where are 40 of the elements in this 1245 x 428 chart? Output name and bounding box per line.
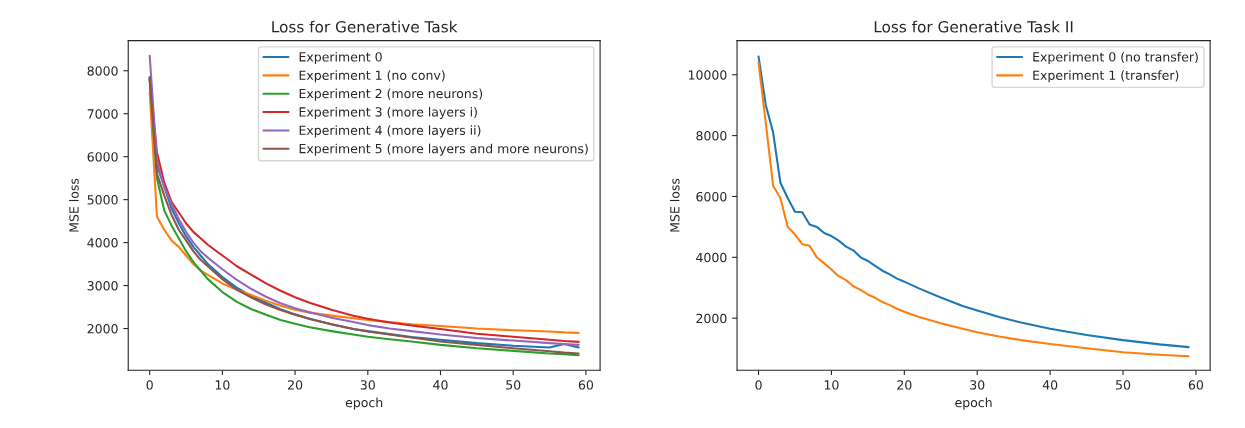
x-tick-label: 50 — [506, 380, 521, 390]
x-tick-label: 0 — [146, 380, 153, 390]
x-tick-label: 60 — [578, 380, 594, 390]
y-tick-label: 5000 — [87, 195, 118, 205]
x-tick-label: 20 — [288, 380, 303, 390]
legend-label: Experiment 0 (no transfer) — [1033, 51, 1198, 65]
legend-label: Experiment 2 (more neurons) — [299, 88, 483, 101]
x-axis-title: epoch — [345, 397, 383, 410]
legend-label: Experiment 0 — [299, 51, 382, 65]
legend-label: Experiment 1 (no conv) — [299, 70, 445, 83]
y-tick-label: 8000 — [696, 131, 727, 141]
x-axis-title: epoch — [955, 397, 992, 410]
x-tick-label: 10 — [824, 380, 839, 390]
x-tick-label: 20 — [897, 380, 912, 390]
x-tick-label: 0 — [755, 380, 762, 390]
legend-label: Experiment 4 (more layers ii) — [299, 125, 481, 138]
y-tick-label: 6000 — [696, 191, 727, 202]
y-tick-label: 7000 — [87, 109, 118, 119]
y-tick-label: 4000 — [87, 238, 118, 248]
x-tick-label: 30 — [360, 380, 375, 390]
x-tick-label: 40 — [433, 380, 448, 390]
x-tick-label: 40 — [1042, 380, 1058, 390]
legend-label: Experiment 3 (more layers i) — [299, 106, 477, 120]
y-axis-title: MSE loss — [69, 178, 79, 232]
x-tick-label: 30 — [970, 380, 985, 390]
y-tick-label: 8000 — [87, 66, 118, 76]
y-tick-label: 10000 — [688, 70, 727, 80]
y-tick-label: 6000 — [87, 152, 118, 162]
y-tick-label: 3000 — [87, 281, 118, 291]
x-tick-label: 60 — [1188, 380, 1204, 390]
y-axis-title: MSE loss — [669, 178, 680, 232]
y-tick-label: 2000 — [87, 324, 118, 334]
legend-label: Experiment 1 (transfer) — [1033, 70, 1179, 83]
x-tick-label: 10 — [215, 380, 230, 390]
x-tick-label: 50 — [1116, 380, 1131, 390]
chart-title: Loss for Generative Task — [272, 20, 458, 33]
legend-label: Experiment 5 (more layers and more neurons) — [299, 143, 588, 156]
y-tick-label: 2000 — [696, 313, 727, 324]
y-tick-label: 4000 — [696, 252, 727, 263]
chart-title: Loss for Generative Task II — [874, 20, 1073, 33]
